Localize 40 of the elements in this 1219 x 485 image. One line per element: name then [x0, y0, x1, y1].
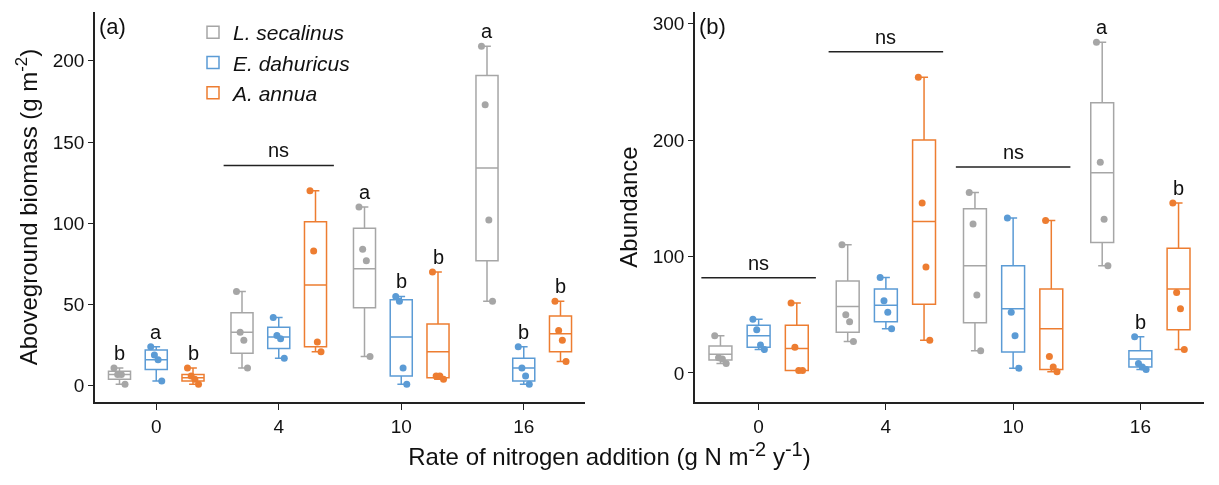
text: b [433, 246, 445, 268]
y-tick-label: 100 [52, 212, 85, 234]
x-tick-label: 0 [150, 415, 162, 437]
x-tick-label: 10 [1002, 415, 1024, 437]
x-tick-label: 4 [880, 415, 892, 437]
text: a [150, 321, 162, 343]
x-tick-label: 10 [390, 415, 412, 437]
chart-title: (a) [99, 14, 126, 39]
text: a [1096, 16, 1108, 38]
text: a [481, 20, 493, 42]
y-tick-label: 200 [52, 50, 85, 72]
annotation: ns [875, 26, 897, 48]
text: b [188, 342, 200, 364]
y-tick-label: 200 [652, 129, 685, 151]
legend-label: A. annua [231, 81, 318, 105]
text: b [555, 275, 567, 297]
x-tick-label: 16 [1129, 415, 1151, 437]
x-tick-label: 16 [513, 415, 535, 437]
y-tick-label: 150 [52, 131, 85, 153]
annotation: ns [748, 252, 770, 274]
y-tick-label: 100 [652, 246, 685, 268]
annotation: ns [1003, 141, 1025, 163]
y-axis-title: Abundance [615, 146, 643, 268]
annotation: ns [268, 139, 290, 161]
legend-label: E. dahuricus [233, 51, 351, 75]
text: b [1173, 177, 1185, 199]
text: b [396, 270, 408, 292]
y-tick-label: 0 [73, 375, 85, 397]
text: b [518, 321, 530, 343]
chart-title: (b) [699, 14, 726, 39]
text: a [359, 181, 371, 203]
y-tick-label: 50 [63, 294, 85, 316]
x-tick-label: 0 [753, 415, 764, 437]
y-tick-label: 0 [673, 362, 685, 384]
text: b [1135, 311, 1147, 333]
y-tick-label: 300 [652, 13, 685, 35]
x-axis-title: Rate of nitrogen addition (g N m$^{-2}$ y$^{-1}$) [407, 438, 812, 471]
legend-label: L. secalinus [233, 21, 345, 45]
text: b [114, 342, 126, 364]
x-tick-label: 4 [273, 415, 285, 437]
